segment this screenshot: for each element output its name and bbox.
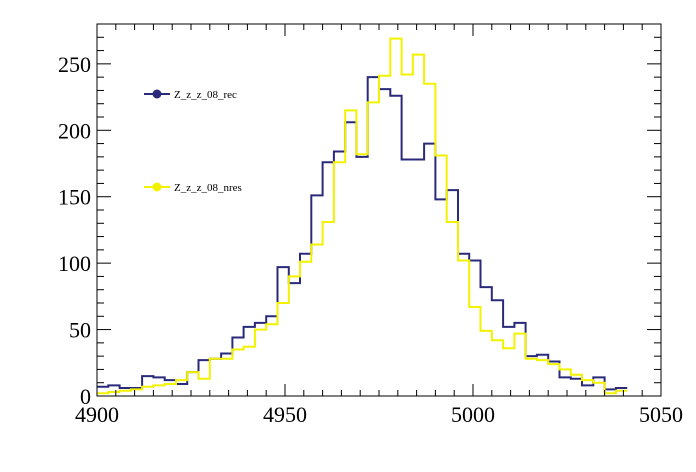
y-tick-label: 50 xyxy=(69,318,91,343)
x-tick-label: 4900 xyxy=(75,402,119,427)
series-line-0 xyxy=(97,76,628,391)
legend-label-1: Z_z_z_08_nres xyxy=(174,182,242,194)
legend-marker-0 xyxy=(152,89,162,99)
y-tick-label: 0 xyxy=(80,384,91,409)
x-tick-label: 4950 xyxy=(263,402,307,427)
axis-layer: 4900 4950 5000 5050 0 50 100 150 200 250 xyxy=(58,23,683,427)
legend-label-0: Z_z_z_08_rec xyxy=(174,89,237,101)
y-tick-label: 150 xyxy=(58,185,91,210)
x-tick-label: 5000 xyxy=(451,402,495,427)
x-tick-label: 5050 xyxy=(639,402,683,427)
series-line-1 xyxy=(97,37,628,395)
legend-marker-1 xyxy=(152,182,162,192)
y-tick-label: 100 xyxy=(58,251,91,276)
y-tick-label: 250 xyxy=(58,52,91,77)
legend: Z_z_z_08_rec Z_z_z_08_nres xyxy=(144,89,242,194)
series-layer xyxy=(97,37,628,395)
y-tick-label: 200 xyxy=(58,118,91,143)
